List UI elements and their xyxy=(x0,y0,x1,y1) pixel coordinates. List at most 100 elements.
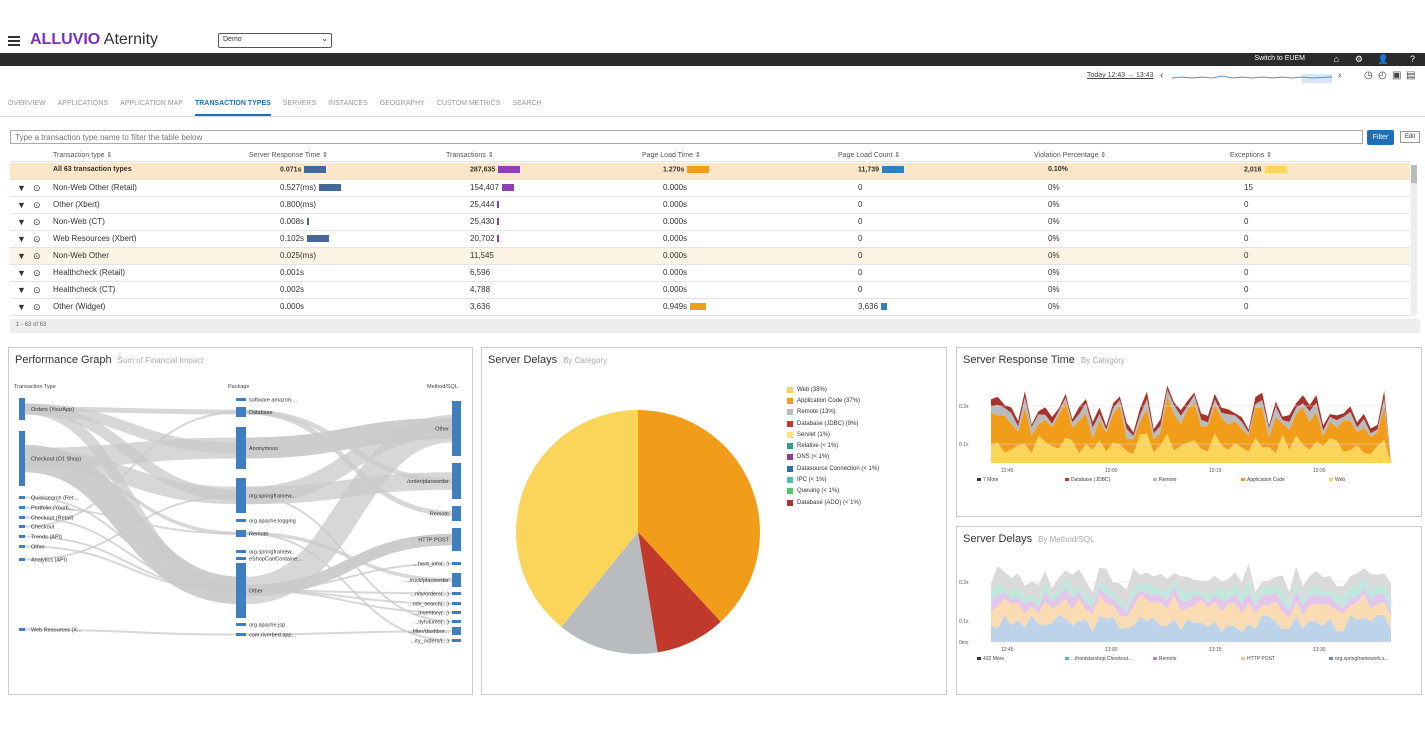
sankey-node xyxy=(19,525,25,528)
switch-to-euem-link[interactable]: Switch to EUEM xyxy=(1254,55,1305,62)
search-icon[interactable]: ⊙ xyxy=(33,200,41,210)
pie-chart[interactable] xyxy=(508,402,768,662)
panel-icon[interactable]: ▤ xyxy=(1406,70,1416,81)
table-row[interactable]: ▼ ⊙ Non-Web (CT) 0.008s 25,430 0.000s 0 0% 0 xyxy=(10,214,1410,231)
filter-icon[interactable]: ▼ xyxy=(17,268,26,278)
legend-item[interactable]: Datasource Connection (< 1%) xyxy=(787,463,879,474)
stacked-area-chart[interactable]: 0.2s 0.1s 12:45 13:00 13:15 13:30 7 More Databa… xyxy=(957,368,1423,518)
tx-value: 25,430 xyxy=(470,217,495,226)
chevron-right-icon[interactable]: › xyxy=(1338,70,1342,81)
table-scrollbar[interactable] xyxy=(1411,165,1417,315)
timer-icon[interactable]: ◴ xyxy=(1378,70,1387,81)
brand-logo: ALLUVIO Aternity xyxy=(30,31,159,48)
search-icon[interactable]: ⊙ xyxy=(33,234,41,244)
legend-item[interactable]: DNS (< 1%) xyxy=(787,452,879,463)
sankey-diagram[interactable]: Orders (YourApp) Checkout (O1 Shop) Quicks… xyxy=(9,393,474,693)
srt-value: 0.527(ms) xyxy=(280,183,317,192)
filter-icon[interactable]: ▼ xyxy=(17,183,26,193)
flow-link xyxy=(245,494,455,623)
legend-item[interactable]: IPC (< 1%) xyxy=(787,474,879,485)
tab-application-map[interactable]: APPLICATION MAP xyxy=(120,100,183,107)
filter-input[interactable]: Type a transaction type name to filter t… xyxy=(10,130,1363,144)
tab-search[interactable]: SEARCH xyxy=(512,100,542,107)
legend-item[interactable]: Web (38%) xyxy=(787,384,879,395)
clock-icon[interactable]: ◷ xyxy=(1364,70,1373,81)
name-value: Web Resources (Xbert) xyxy=(53,234,137,243)
plt-cell: 0.000s xyxy=(663,200,687,209)
ex-value: 0 xyxy=(1244,217,1249,226)
sankey-node xyxy=(236,563,246,618)
legend-item[interactable]: Database (JDBC) (9%) xyxy=(787,418,879,429)
timeline-sparkline[interactable] xyxy=(1172,72,1332,84)
srt-cell: 0.002s xyxy=(280,285,304,294)
table-row[interactable]: ▼ ⊙ Non-Web Other 0.025(ms) 11,545 0.000s 0 0% 0 xyxy=(10,248,1410,265)
sankey-node xyxy=(19,535,25,538)
menu-icon[interactable] xyxy=(8,36,20,48)
tx-value: 4,788 xyxy=(470,285,491,294)
filter-icon[interactable]: ▼ xyxy=(17,251,26,261)
help-icon[interactable]: ? xyxy=(1409,54,1415,64)
tab-overview[interactable]: OVERVIEW xyxy=(8,100,46,107)
table-row[interactable]: ▼ ⊙ Other (Xbert) 0.800(ms) 25,444 0.000s 0 0% 0 xyxy=(10,197,1410,214)
filter-icon[interactable]: ▼ xyxy=(17,285,26,295)
plc-value: 11,739 xyxy=(858,166,880,174)
tab-applications[interactable]: APPLICATIONS xyxy=(57,100,109,107)
pie-slice xyxy=(561,532,658,654)
tab-geography[interactable]: GEOGRAPHY xyxy=(379,100,425,107)
legend-item[interactable]: Relative (< 1%) xyxy=(787,440,879,451)
legend-item[interactable]: Queuing (< 1%) xyxy=(787,486,879,497)
filter-button[interactable]: Filter xyxy=(1367,130,1394,145)
tx-cell: 287,635 xyxy=(470,166,521,173)
column-header[interactable]: Transaction type ⇕ xyxy=(53,152,113,159)
table-row[interactable]: ▼ ⊙ Web Resources (Xbert) 0.102s 20,702 0.000… xyxy=(10,231,1410,248)
tab-instances[interactable]: INSTANCES xyxy=(328,100,368,107)
tab-transaction-types[interactable]: TRANSACTION TYPES xyxy=(194,100,271,116)
search-icon[interactable]: ⊙ xyxy=(33,268,41,278)
chevron-left-icon[interactable]: ‹ xyxy=(1160,70,1164,81)
name-cell: Non-Web Other xyxy=(53,251,109,260)
vp-value: 0% xyxy=(1048,268,1060,277)
column-header[interactable]: Violation Percentage ⇕ xyxy=(1034,152,1107,159)
tab-servers[interactable]: SERVERS xyxy=(282,100,317,107)
table-row[interactable]: ▼ ⊙ Other (Widget) 0.000s 3,636 0.949s 3,636 0%… xyxy=(10,299,1410,316)
legend-item[interactable]: Database (ADO) (< 1%) xyxy=(787,497,879,508)
table-row[interactable]: ▼ ⊙ Non-Web Other (Retail) 0.527(ms) 154,407… xyxy=(10,180,1410,197)
home-icon[interactable]: ⌂ xyxy=(1333,54,1339,64)
tab-custom-metrics[interactable]: CUSTOM METRICS xyxy=(436,100,501,107)
legend-swatch xyxy=(1153,657,1157,660)
column-header[interactable]: Exceptions ⇕ xyxy=(1230,152,1273,159)
search-icon[interactable]: ⊙ xyxy=(33,285,41,295)
gear-icon[interactable]: ⚙ xyxy=(1354,54,1363,64)
sankey-node xyxy=(452,401,461,456)
search-icon[interactable]: ⊙ xyxy=(33,183,41,193)
vp-value: 0% xyxy=(1048,285,1060,294)
plc-value: 0 xyxy=(858,251,863,260)
filter-icon[interactable]: ▼ xyxy=(17,200,26,210)
node-label: eShopCartContaine... xyxy=(249,557,302,563)
filter-icon[interactable]: ▼ xyxy=(17,234,26,244)
column-header[interactable]: Server Response Time ⇕ xyxy=(249,152,329,159)
total-row[interactable]: All 63 transaction types 0.071s 287,635 1.2… xyxy=(10,163,1410,180)
time-range-link[interactable]: Today 12:43 → 13:43 xyxy=(1087,72,1154,79)
search-icon[interactable]: ⊙ xyxy=(33,217,41,227)
layout-icon[interactable]: ▣ xyxy=(1392,70,1402,81)
edit-button[interactable]: Edit xyxy=(1400,131,1420,143)
flow-link xyxy=(245,532,455,642)
search-icon[interactable]: ⊙ xyxy=(33,251,41,261)
legend-item[interactable]: Servlet (1%) xyxy=(787,429,879,440)
stacked-area-chart[interactable]: 0.2s 0.1s 0ms 12:45 13:00 13:15 13:30 432 More.… xyxy=(957,546,1423,696)
column-header[interactable]: Page Load Time ⇕ xyxy=(642,152,701,159)
filter-icon[interactable]: ▼ xyxy=(17,302,26,312)
environment-select[interactable]: Demo ⌄ xyxy=(218,33,332,48)
legend-item[interactable]: Remote (13%) xyxy=(787,407,879,418)
node-label: Quicksearch (Ret... xyxy=(31,496,79,502)
search-icon[interactable]: ⊙ xyxy=(33,302,41,312)
legend-item[interactable]: Application Code (37%) xyxy=(787,395,879,406)
column-header[interactable]: Transactions ⇕ xyxy=(446,152,494,159)
table-row[interactable]: ▼ ⊙ Healthcheck (CT) 0.002s 4,788 0.000s 0 0% 0 xyxy=(10,282,1410,299)
filter-icon[interactable]: ▼ xyxy=(17,217,26,227)
user-icon[interactable]: 👤 xyxy=(1377,54,1389,64)
y-tick: 0.1s xyxy=(959,619,969,625)
column-header[interactable]: Page Load Count ⇕ xyxy=(838,152,901,159)
table-row[interactable]: ▼ ⊙ Healthcheck (Retail) 0.001s 6,596 0.000s 0… xyxy=(10,265,1410,282)
